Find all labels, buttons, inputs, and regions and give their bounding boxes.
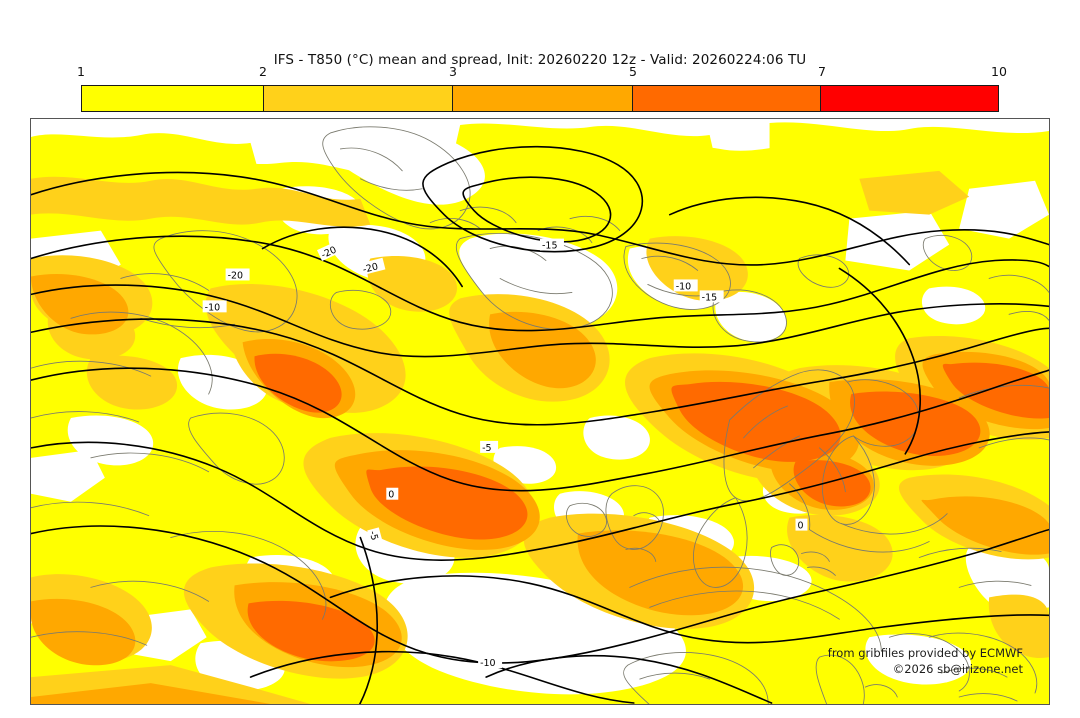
map-canvas[interactable]: -20 -10 -20 -20 -15 -15 -10 -5 [31,119,1049,704]
contour-label: -10 [205,302,220,313]
spread-band-5-7 [247,353,1049,662]
colorbar-segment-1-2 [82,86,264,111]
colorbar-segment-3-5 [453,86,633,111]
contour-label: -20 [362,261,380,275]
contour-label: -15 [702,292,717,303]
colorbar-tick-1: 1 [77,64,85,79]
contour-label: -10 [480,658,495,669]
colorbar-tick-labels: 1 2 3 5 7 10 [77,64,1007,82]
colorbar-segment-2-3 [263,86,454,111]
map-frame[interactable]: -20 -10 -20 -20 -15 -15 -10 -5 [30,118,1050,705]
contour-label: -5 [367,530,380,542]
colorbar-segment-5-7 [632,86,822,111]
colorbar-segments [81,85,999,112]
contour-labels: -20 -10 -20 -20 -15 -15 -10 -5 [202,238,808,669]
colorbar-tick-10: 10 [991,64,1007,79]
colorbar-tick-2: 2 [258,64,267,79]
contour-label: 0 [388,490,394,501]
colorbar [81,85,999,112]
isotherm-contours [31,145,1049,704]
colorbar-tick-5: 5 [629,64,637,79]
contour-label: 0 [797,521,803,532]
colorbar-tick-7: 7 [818,64,826,79]
contour-label: -5 [482,443,491,454]
contour-label: -10 [676,281,691,292]
contour-label: -20 [228,270,243,281]
colorbar-segment-7-10 [821,86,998,111]
page-title: IFS - T850 (°C) mean and spread, Init: 2… [273,52,807,68]
coastlines [31,126,1049,704]
contour-label: -15 [542,241,557,252]
colorbar-tick-3: 3 [448,64,457,79]
